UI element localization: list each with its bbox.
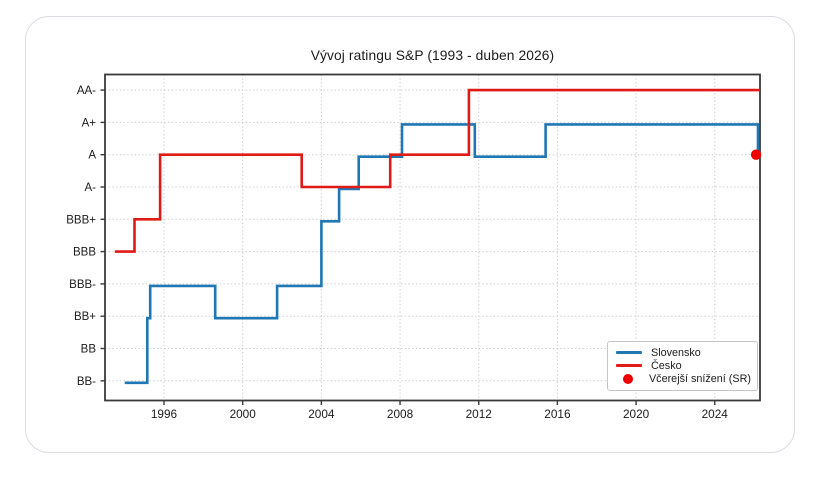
- legend-item: Včerejší snížení (SR): [614, 373, 751, 386]
- chart-title: Vývoj ratingu S&P (1993 - duben 2026): [310, 48, 555, 63]
- chart-card: Vývoj ratingu S&P (1993 - duben 2026) BB…: [25, 16, 795, 453]
- plot-border: [104, 73, 761, 402]
- legend-line-swatch: [614, 351, 644, 355]
- legend-item: Česko: [614, 359, 751, 372]
- x-tick-label: 1996: [151, 407, 178, 421]
- series-line-slovensko: [124, 123, 760, 385]
- x-tick-label: 2012: [466, 407, 492, 421]
- y-tick-label: A: [88, 150, 96, 162]
- legend-label: Česko: [651, 359, 682, 372]
- swatch-color: [616, 351, 642, 355]
- x-tick-label: 2016: [544, 407, 571, 421]
- y-tick-label: BBB+: [66, 214, 96, 226]
- rating-chart: Vývoj ratingu S&P (1993 - duben 2026) BB…: [26, 17, 796, 454]
- downgrade-marker-dot: [750, 149, 762, 160]
- y-tick-label: A-: [85, 182, 97, 194]
- rating-chart-svg: BB- BB BB+ BBB- BBB BBB+ A- A A+ AA- 1996 2000 2004 2…: [66, 73, 762, 421]
- x-tick-label: 2024: [702, 407, 729, 421]
- y-tick-label: BB: [81, 344, 97, 356]
- y-tick-label: AA-: [77, 85, 96, 97]
- legend-line-swatch: [614, 364, 644, 368]
- y-tick-label: BB-: [77, 376, 96, 388]
- y-tick-label: BBB: [73, 247, 96, 259]
- legend-label: Slovensko: [651, 346, 701, 359]
- x-tick-label: 2008: [387, 407, 414, 421]
- legend-item: Slovensko: [614, 346, 751, 359]
- swatch-color: [622, 374, 633, 385]
- series-line-česko: [114, 88, 760, 253]
- x-tick-label: 2020: [623, 407, 650, 421]
- legend-label: Včerejší snížení (SR): [648, 373, 751, 386]
- chart-legend: Slovensko Česko Včerejší snížení (SR): [607, 341, 758, 391]
- x-tick-label: 2004: [308, 407, 335, 421]
- y-tick-label: A+: [82, 117, 97, 129]
- y-tick-label: BB+: [74, 311, 96, 323]
- legend-dot-swatch: [614, 374, 642, 385]
- x-tick-label: 2000: [230, 407, 257, 421]
- y-tick-label: BBB-: [69, 279, 96, 291]
- swatch-color: [616, 364, 642, 368]
